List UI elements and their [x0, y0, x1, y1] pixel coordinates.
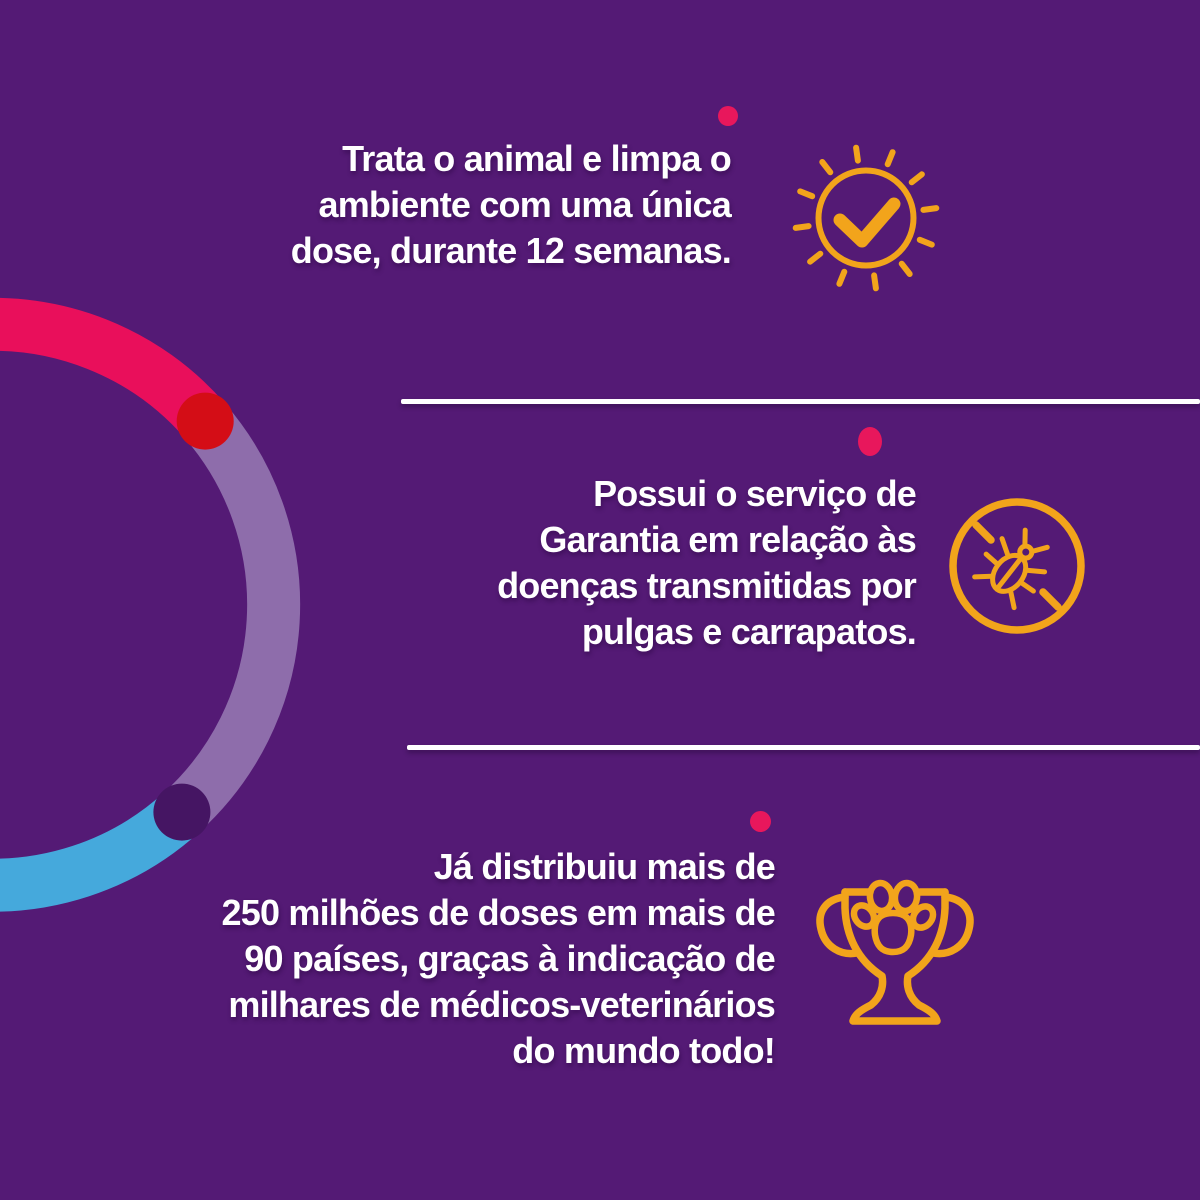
- text-line: Trata o animal e limpa o: [342, 138, 732, 179]
- section-1-text: Trata o animal e limpa o ambiente com um…: [290, 136, 732, 274]
- ring-arc-blue: [0, 792, 200, 912]
- section-divider-1: [401, 399, 1200, 404]
- text-line: do mundo todo!: [512, 1030, 776, 1071]
- sun-rays: [792, 144, 940, 292]
- text-line: milhares de médicos-veterinários: [228, 984, 775, 1025]
- section-1-bullet-dot: [718, 106, 738, 126]
- section-3-bullet-dot: [750, 811, 771, 832]
- text-line: 90 países, graças à indicação de: [244, 938, 776, 979]
- ring-arc-lavender: [163, 403, 301, 832]
- paw-print: [850, 879, 937, 956]
- ring-junction-red-dot: [176, 392, 234, 450]
- text-line: dose, durante 12 semanas.: [290, 230, 732, 271]
- text-line: pulgas e carrapatos.: [581, 611, 917, 652]
- section-3-text: Já distribuiu mais de 250 milhões de dos…: [221, 844, 776, 1074]
- ring-arc-pink: [0, 297, 226, 439]
- bug-glyph: [972, 527, 1050, 611]
- sun-check-icon: [792, 144, 940, 292]
- text-line: Garantia em relação às: [539, 519, 916, 560]
- text-line: 250 milhões de doses em mais de: [221, 892, 776, 933]
- no-bug-icon: [949, 498, 1085, 634]
- text-line: ambiente com uma única: [318, 184, 731, 225]
- section-divider-2: [407, 745, 1200, 750]
- ring-junction-dark-dot: [153, 783, 211, 841]
- trophy-paw-icon: [816, 879, 974, 1025]
- brand-ring-graphic: [0, 297, 301, 912]
- text-line: Possui o serviço de: [593, 473, 917, 514]
- section-2-bullet-dot: [858, 427, 882, 456]
- text-line: doenças transmitidas por: [497, 565, 917, 606]
- section-2-text: Possui o serviço de Garantia em relação …: [497, 471, 917, 655]
- text-line: Já distribuiu mais de: [433, 846, 776, 887]
- trophy-cup: [816, 888, 974, 1025]
